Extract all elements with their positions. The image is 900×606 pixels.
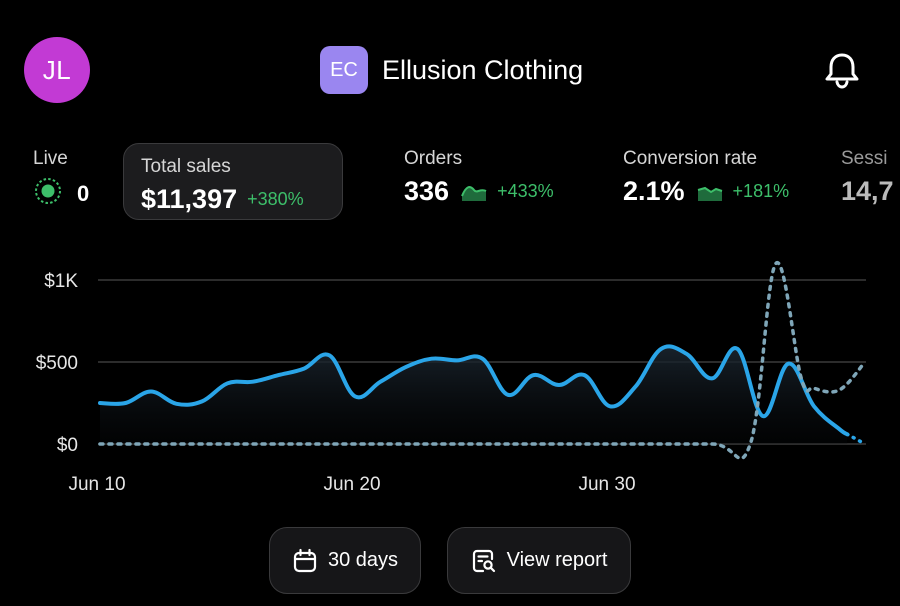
metric-live[interactable]: Live 0 <box>33 148 89 211</box>
total-sales-label: Total sales <box>141 156 231 177</box>
store-selector[interactable]: EC Ellusion Clothing <box>320 46 583 94</box>
view-report-label: View report <box>506 549 608 571</box>
orders-sparkline-icon <box>461 185 487 201</box>
store-badge: EC <box>320 46 368 94</box>
series-area <box>100 346 848 444</box>
total-sales-change: +380% <box>247 189 304 209</box>
sales-chart: $0 $500 $1K Jun 10 Jun 20 Jun 30 <box>36 261 867 495</box>
metric-orders[interactable]: Orders 336 +433% <box>404 148 554 207</box>
calendar-icon <box>293 548 317 572</box>
metric-conversion-rate[interactable]: Conversion rate 2.1% +181% <box>623 148 789 207</box>
conversion-sparkline-icon <box>697 186 722 201</box>
view-report-button[interactable]: View report <box>447 527 631 594</box>
live-label: Live <box>33 148 68 169</box>
y-tick-label: $500 <box>36 353 78 374</box>
metric-total-sales[interactable]: Total sales $11,397 +380% <box>123 143 343 220</box>
current-period-projection-line <box>845 432 867 446</box>
live-pulse-icon <box>33 176 63 211</box>
date-range-label: 30 days <box>327 549 399 571</box>
orders-change: +433% <box>497 181 554 201</box>
avatar[interactable]: JL <box>24 37 90 103</box>
previous-period-line <box>98 261 867 461</box>
report-search-icon <box>472 549 495 572</box>
date-range-button[interactable]: 30 days <box>269 527 421 594</box>
orders-label: Orders <box>404 148 463 169</box>
live-value: 0 <box>77 180 90 206</box>
x-tick-label: Jun 30 <box>578 474 635 495</box>
x-tick-label: Jun 10 <box>68 474 125 495</box>
bell-icon[interactable] <box>820 48 864 92</box>
conversion-change: +181% <box>732 181 790 201</box>
sessions-label: Sessi <box>841 148 888 169</box>
conversion-value: 2.1% <box>623 176 685 206</box>
conversion-label: Conversion rate <box>623 148 758 169</box>
y-tick-label: $1K <box>44 271 78 292</box>
metric-sessions[interactable]: Sessi 14,7 <box>841 148 900 207</box>
orders-value: 336 <box>404 176 450 206</box>
total-sales-value: $11,397 <box>141 184 238 214</box>
x-tick-label: Jun 20 <box>323 474 380 495</box>
store-name: Ellusion Clothing <box>382 54 584 85</box>
sessions-value: 14,7 <box>841 176 894 206</box>
y-tick-label: $0 <box>57 435 78 456</box>
current-period-line <box>98 344 850 437</box>
